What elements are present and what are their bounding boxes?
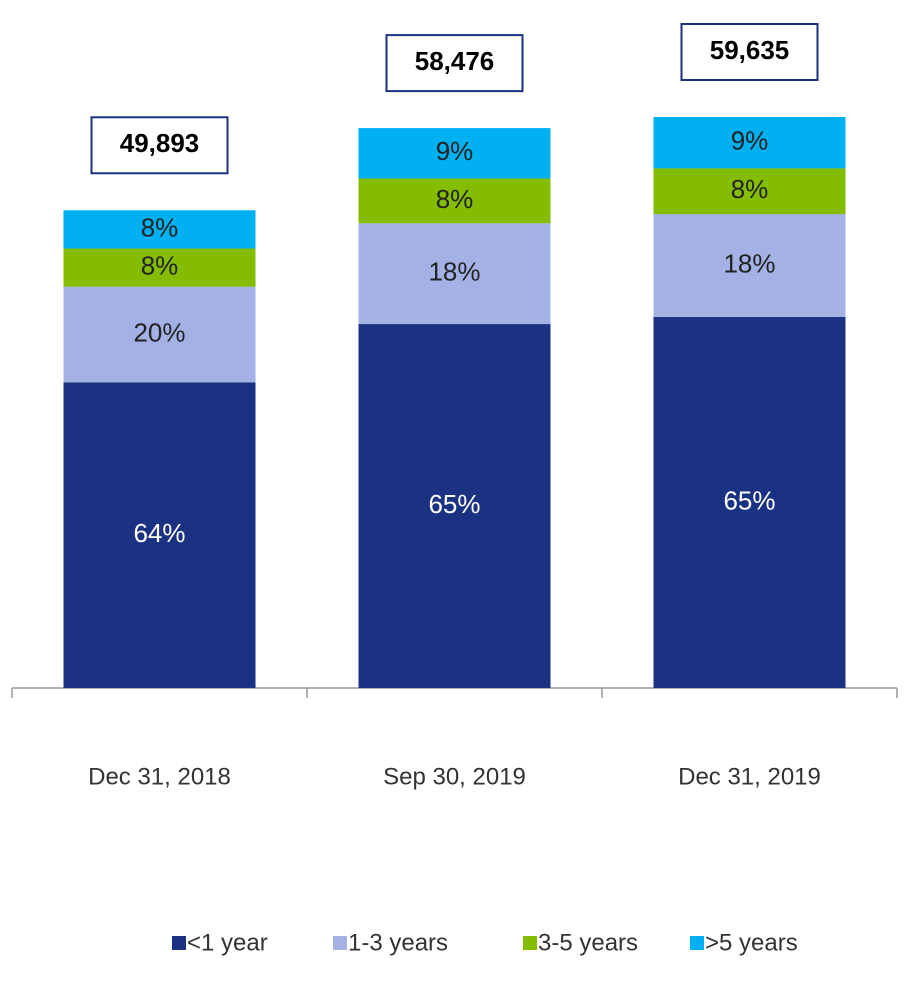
bar-segment: [653, 117, 846, 169]
bar-segment: [653, 316, 846, 688]
total-box: [680, 23, 819, 81]
legend-swatch: [690, 936, 704, 950]
bar-segment: [358, 324, 551, 688]
data-label: 8%: [141, 212, 179, 242]
data-label: 8%: [436, 184, 474, 214]
bar-segment: [63, 248, 256, 287]
data-label: 8%: [141, 250, 179, 280]
total-box: [385, 34, 524, 93]
data-label: 9%: [731, 126, 769, 156]
x-tick-label: Dec 31, 2019: [678, 763, 821, 790]
data-label: 65%: [723, 485, 775, 515]
legend-label: <1 year: [187, 929, 268, 956]
data-label: 64%: [133, 518, 185, 548]
x-tick-label: Sep 30, 2019: [383, 763, 526, 790]
legend-label: 3-5 years: [538, 929, 638, 956]
bar-segment: [63, 382, 256, 688]
bar-segment: [63, 210, 256, 249]
bar-segment: [653, 214, 846, 317]
bar-segment: [358, 178, 551, 224]
data-label: 9%: [436, 136, 474, 166]
total-label: 49,893: [120, 128, 200, 158]
bar-segment: [653, 168, 846, 215]
bar-segment: [358, 223, 551, 325]
x-tick-label: Dec 31, 2018: [88, 763, 231, 790]
legend-swatch: [333, 936, 347, 950]
data-label: 18%: [428, 257, 480, 287]
total-box: [90, 116, 229, 175]
data-label: 20%: [133, 317, 185, 347]
legend-label: >5 years: [705, 929, 798, 956]
data-label: 8%: [731, 174, 769, 204]
bar-segment: [63, 286, 256, 383]
legend-swatch: [172, 936, 186, 950]
bar-segment: [358, 128, 551, 179]
total-label: 59,635: [710, 35, 790, 65]
data-label: 65%: [428, 489, 480, 519]
data-label: 18%: [723, 248, 775, 278]
legend-swatch: [523, 936, 537, 950]
legend-label: 1-3 years: [348, 929, 448, 956]
total-label: 58,476: [415, 46, 495, 76]
